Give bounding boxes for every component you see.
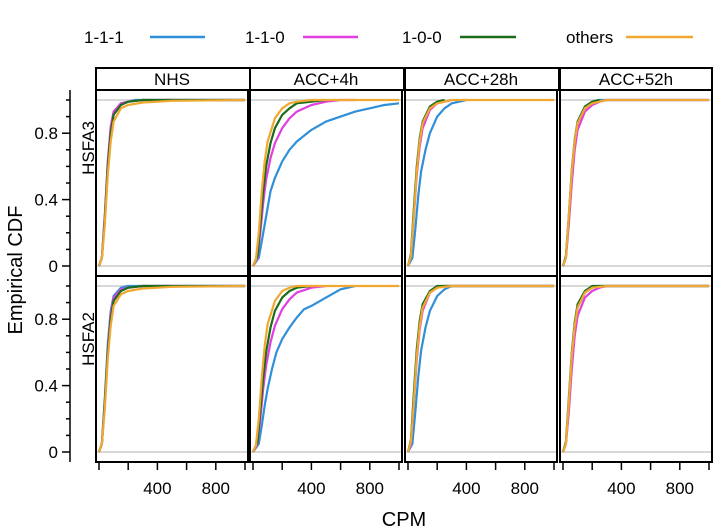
column-headers: NHS ACC+4h ACC+28h ACC+52h — [95, 67, 713, 91]
column-header-label: ACC+52h — [599, 70, 673, 89]
y-tick-label: 0.8 — [34, 310, 58, 329]
panel-border — [249, 275, 403, 463]
y-tick-label: 0.8 — [34, 124, 58, 143]
legend-label: 1-1-0 — [245, 28, 285, 47]
legend-label: others — [566, 28, 613, 47]
panel-border — [559, 275, 713, 463]
x-tick-label: 800 — [356, 479, 384, 498]
y-tick-label: 0.4 — [34, 191, 58, 210]
y-tick-label: 0 — [49, 257, 58, 276]
series-line-others — [97, 98, 246, 267]
panel-HSFA2-NHS — [95, 275, 249, 463]
x-tick-label: 800 — [666, 479, 694, 498]
panel-HSFA3-ACC+28h — [404, 89, 558, 277]
y-tick-label: 0 — [49, 443, 58, 462]
column-header-label: ACC+28h — [444, 70, 518, 89]
series-line-1-1-1 — [252, 102, 400, 267]
series-line-others — [406, 98, 554, 267]
series-line-others — [251, 284, 399, 453]
row-strip-label: HSFA3 — [79, 121, 98, 175]
x-tick-label: 400 — [607, 479, 635, 498]
panel-border — [95, 275, 249, 463]
column-header-label: ACC+4h — [294, 70, 359, 89]
series-line-others — [561, 98, 709, 267]
x-tick-label: 400 — [297, 479, 325, 498]
series-line-1-1-1 — [252, 284, 356, 453]
series-line-others — [406, 284, 554, 453]
plot-panels: HSFA3 HSFA2 — [79, 89, 713, 463]
y-tick-label: 0.4 — [34, 377, 58, 396]
legend-label: 1-0-0 — [402, 28, 442, 47]
y-axis-label: Empirical CDF — [5, 206, 27, 335]
series-line-others — [97, 284, 246, 453]
panel-HSFA3-NHS — [95, 89, 249, 277]
x-tick-label: 800 — [511, 479, 539, 498]
panel-HSFA2-ACC+52h — [559, 275, 713, 463]
axes: 0 0.4 0.8 0 0.4 0.8 400 800 400 800 400 800 400 800 — [34, 90, 710, 498]
row-strip-label: HSFA2 — [79, 312, 98, 366]
column-header-label: NHS — [154, 70, 190, 89]
x-tick-label: 800 — [202, 479, 230, 498]
x-tick-label: 400 — [143, 479, 171, 498]
panel-HSFA3-ACC+4h — [249, 89, 403, 277]
series-line-1-1-1 — [407, 98, 467, 267]
panel-HSFA2-ACC+28h — [404, 275, 558, 463]
legend: 1-1-1 1-1-0 1-0-0 others — [84, 28, 693, 47]
x-axis-label: CPM — [382, 509, 426, 531]
legend-label: 1-1-1 — [84, 28, 124, 47]
series-line-1-1-1 — [407, 284, 554, 453]
panel-border — [404, 275, 558, 463]
series-line-others — [251, 98, 399, 267]
panel-HSFA2-ACC+4h — [249, 275, 403, 463]
series-line-others — [561, 284, 709, 453]
panel-HSFA3-ACC+52h — [559, 89, 713, 277]
x-tick-label: 400 — [452, 479, 480, 498]
